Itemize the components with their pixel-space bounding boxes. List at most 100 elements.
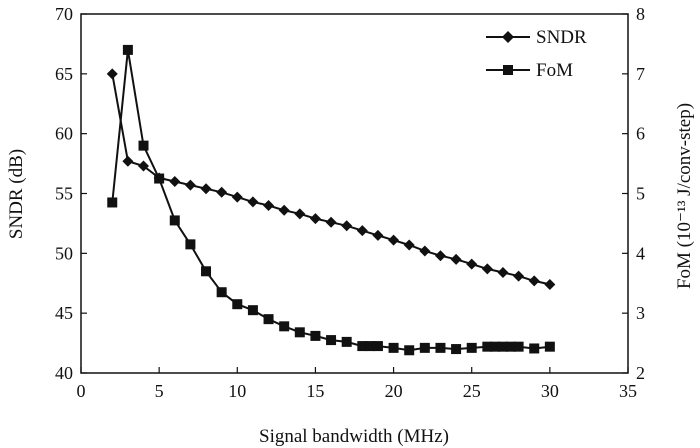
legend-label-sndr: SNDR [536, 27, 587, 48]
data-point-sndr [309, 213, 321, 225]
data-point-fom [513, 341, 524, 352]
y-right-tick-label: 5 [636, 184, 645, 204]
data-point-sndr [200, 183, 212, 195]
data-point-sndr [294, 208, 306, 220]
data-point-fom [232, 299, 243, 310]
data-point-sndr [325, 216, 337, 228]
data-point-fom [341, 336, 352, 347]
data-point-sndr [513, 270, 525, 282]
data-point-fom [279, 321, 290, 332]
data-point-sndr [497, 266, 509, 278]
y-left-tick-label: 55 [55, 184, 73, 204]
x-tick-label: 30 [541, 381, 559, 401]
y-left-axis-ticks: 40 45 50 55 60 65 70 [55, 4, 87, 383]
data-point-sndr [450, 253, 462, 265]
y-right-tick-label: 7 [636, 64, 645, 84]
data-point-sndr [231, 191, 243, 203]
data-point-sndr [138, 160, 150, 172]
data-point-sndr [372, 229, 384, 241]
data-point-fom [169, 215, 180, 226]
y-right-tick-label: 3 [636, 303, 645, 323]
data-point-fom [451, 344, 462, 355]
y-left-axis-title: SNDR (dB) [6, 149, 27, 239]
data-point-fom [490, 341, 501, 352]
data-point-fom [372, 341, 383, 352]
data-point-fom [201, 266, 212, 277]
data-point-sndr [341, 220, 353, 232]
data-point-sndr [184, 179, 196, 191]
x-tick-label: 5 [155, 381, 164, 401]
series-layer [106, 44, 556, 356]
x-axis-title: Signal bandwidth (MHz) [259, 426, 449, 447]
data-point-sndr [216, 186, 228, 198]
data-point-sndr [528, 275, 540, 287]
x-tick-label: 25 [463, 381, 481, 401]
legend: SNDR FoM [486, 27, 587, 81]
y-left-tick-label: 65 [55, 64, 73, 84]
y-left-tick-label: 40 [55, 363, 73, 383]
y-right-axis-ticks: 2 3 4 5 6 7 8 [622, 4, 645, 383]
x-tick-label: 0 [77, 381, 86, 401]
data-point-sndr [247, 196, 259, 208]
series-line-sndr [111, 73, 551, 286]
series-sndr [106, 68, 556, 290]
data-point-sndr [356, 225, 368, 237]
data-point-sndr [278, 204, 290, 216]
data-point-fom [497, 341, 508, 352]
x-tick-label: 10 [228, 381, 246, 401]
data-point-fom [482, 341, 493, 352]
data-point-fom [294, 327, 305, 338]
y-left-tick-label: 70 [55, 4, 73, 24]
data-point-sndr [544, 278, 556, 290]
legend-entry-fom: FoM [486, 60, 573, 81]
data-point-fom [357, 341, 368, 352]
data-point-sndr [419, 245, 431, 257]
data-point-sndr [481, 263, 493, 275]
legend-label-fom: FoM [536, 60, 573, 81]
y-left-tick-label: 60 [55, 124, 73, 144]
data-point-fom [529, 343, 540, 354]
y-right-tick-label: 8 [636, 4, 645, 24]
y-right-tick-label: 6 [636, 124, 645, 144]
data-point-sndr [403, 239, 415, 251]
data-point-fom [326, 335, 337, 346]
data-point-fom [544, 341, 555, 352]
data-point-sndr [466, 258, 478, 270]
y-left-tick-label: 45 [55, 303, 73, 323]
data-point-sndr [122, 155, 134, 167]
data-point-sndr [169, 176, 181, 188]
data-point-sndr [106, 68, 118, 80]
series-line-fom [111, 49, 551, 352]
y-right-axis-title: FoM (10⁻¹³ J/conv-step) [674, 103, 695, 289]
legend-square-marker [503, 65, 513, 75]
data-point-fom [310, 330, 321, 341]
data-point-fom [388, 342, 399, 353]
x-tick-label: 35 [619, 381, 637, 401]
legend-entry-sndr: SNDR [486, 27, 587, 48]
data-point-fom [435, 342, 446, 353]
data-point-fom [505, 341, 516, 352]
x-tick-label: 15 [306, 381, 324, 401]
data-point-fom [404, 345, 415, 356]
data-point-fom [107, 197, 118, 208]
data-point-fom [185, 239, 196, 250]
data-point-fom [466, 342, 477, 353]
data-point-sndr [434, 250, 446, 262]
x-tick-label: 20 [385, 381, 403, 401]
y-right-tick-label: 2 [636, 363, 645, 383]
y-right-tick-label: 4 [636, 243, 645, 263]
data-point-sndr [388, 234, 400, 246]
data-point-fom [216, 287, 227, 298]
x-axis-ticks: 0 5 10 15 20 25 30 35 [77, 367, 637, 401]
data-point-sndr [263, 199, 275, 211]
data-point-fom [247, 305, 258, 316]
data-point-fom [138, 140, 149, 151]
y-left-tick-label: 50 [55, 243, 73, 263]
data-point-fom [419, 342, 430, 353]
series-fom [107, 44, 555, 356]
data-point-fom [263, 314, 274, 325]
data-point-fom [365, 341, 376, 352]
data-point-fom [154, 173, 165, 184]
legend-diamond-marker [502, 31, 514, 43]
